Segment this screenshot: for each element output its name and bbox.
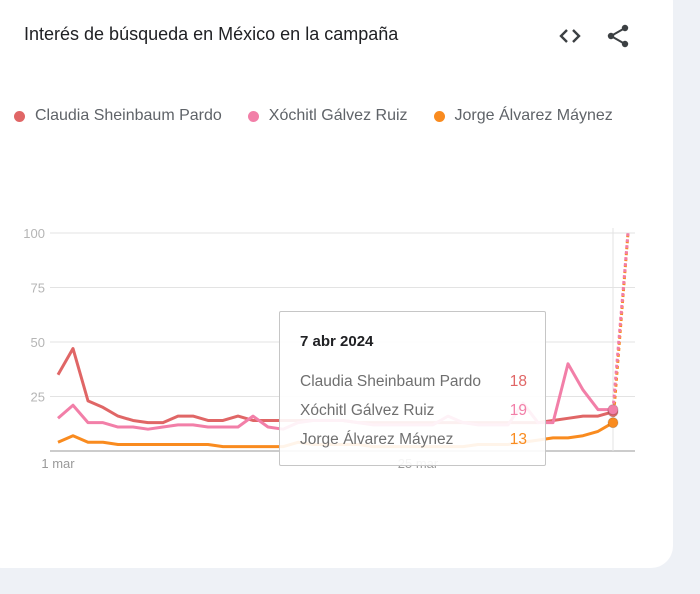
hover-point	[607, 404, 619, 416]
y-tick-label: 100	[23, 226, 45, 241]
tooltip-label: Jorge Álvarez Máynez	[300, 431, 454, 448]
tooltip: 7 abr 2024 Claudia Sheinbaum Pardo 18 Xóc…	[279, 311, 546, 466]
chart-card	[0, 0, 673, 568]
legend-dot	[247, 110, 259, 122]
chart-title: Interés de búsqueda en México en la camp…	[24, 24, 399, 44]
tooltip-value: 13	[509, 431, 527, 448]
projection-line	[611, 232, 630, 423]
y-tick-label: 75	[31, 281, 45, 296]
y-tick-label: 25	[31, 390, 45, 405]
legend: Claudia Sheinbaum Pardo Xóchitl Gálvez R…	[14, 107, 639, 125]
y-tick-label: 50	[31, 335, 45, 350]
tooltip-label: Claudia Sheinbaum Pardo	[300, 373, 481, 390]
legend-label: Claudia Sheinbaum Pardo	[35, 107, 222, 124]
tooltip-value: 18	[509, 373, 527, 390]
x-tick-label: 1 mar	[41, 456, 75, 471]
hover-point	[607, 417, 619, 429]
tooltip-value: 19	[509, 402, 527, 419]
legend-dot	[433, 110, 445, 122]
projection-line	[611, 232, 630, 410]
tooltip-date: 7 abr 2024	[300, 333, 374, 350]
tooltip-row: Xóchitl Gálvez Ruiz 19	[300, 402, 527, 420]
share-icon[interactable]	[604, 22, 632, 50]
tooltip-label: Xóchitl Gálvez Ruiz	[300, 402, 435, 419]
legend-item[interactable]: Claudia Sheinbaum Pardo	[14, 107, 222, 125]
legend-item[interactable]: Jorge Álvarez Máynez	[433, 107, 613, 125]
legend-item[interactable]: Xóchitl Gálvez Ruiz	[247, 107, 408, 125]
tooltip-row: Claudia Sheinbaum Pardo 18	[300, 373, 527, 391]
legend-label: Jorge Álvarez Máynez	[454, 107, 613, 124]
legend-dot	[14, 110, 25, 122]
legend-label: Xóchitl Gálvez Ruiz	[268, 107, 408, 124]
tooltip-row: Jorge Álvarez Máynez 13	[300, 431, 527, 449]
code-embed-icon[interactable]	[556, 22, 584, 50]
